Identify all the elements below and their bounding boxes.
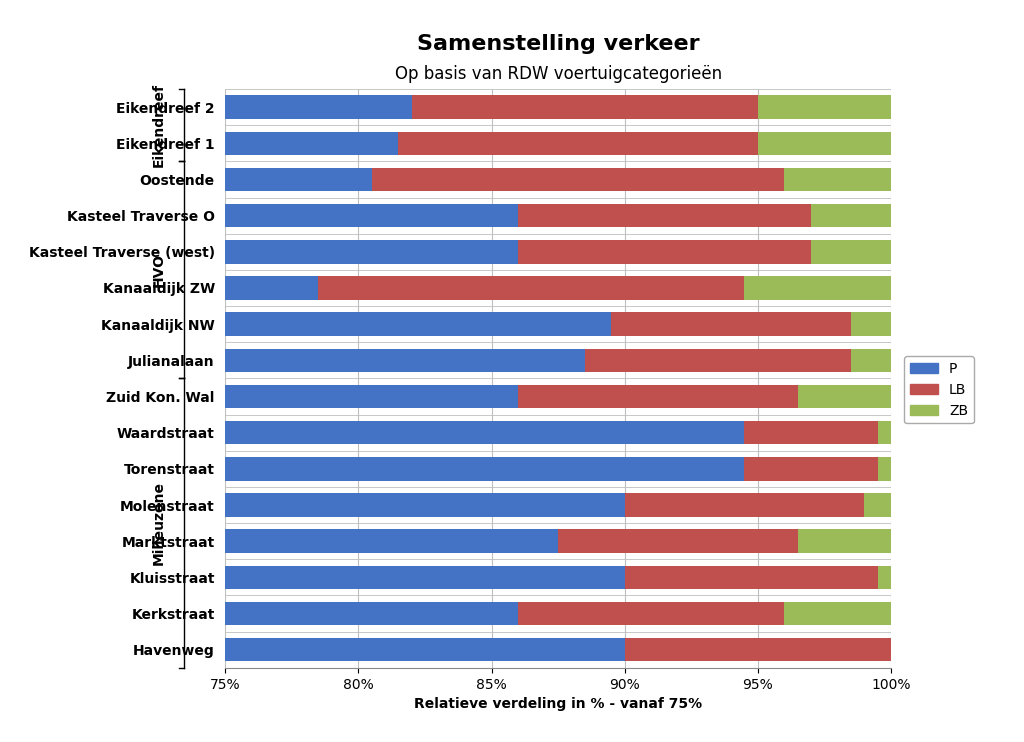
Bar xyxy=(625,493,864,516)
X-axis label: Relatieve verdeling in % - vanaf 75%: Relatieve verdeling in % - vanaf 75% xyxy=(414,697,702,711)
Bar xyxy=(225,638,625,661)
Bar xyxy=(412,96,758,119)
Bar xyxy=(798,385,891,408)
Bar xyxy=(225,565,625,589)
Bar xyxy=(611,312,851,336)
Text: Op basis van RDW voertuigcategorieën: Op basis van RDW voertuigcategorieën xyxy=(394,65,722,83)
Text: Samenstelling verkeer: Samenstelling verkeer xyxy=(417,34,699,54)
Bar xyxy=(878,565,891,589)
Bar xyxy=(398,131,758,155)
Bar xyxy=(851,312,891,336)
Bar xyxy=(225,530,558,553)
Text: Eikendreef: Eikendreef xyxy=(152,83,166,167)
Bar xyxy=(798,530,891,553)
Bar xyxy=(225,385,518,408)
Bar xyxy=(518,240,811,263)
Bar xyxy=(625,638,891,661)
Bar xyxy=(811,204,891,227)
Bar xyxy=(784,602,891,626)
Bar xyxy=(225,276,318,300)
Text: HVO: HVO xyxy=(152,253,166,287)
Bar xyxy=(225,312,611,336)
Bar xyxy=(864,493,891,516)
Bar xyxy=(518,602,784,626)
Bar xyxy=(585,349,851,372)
Bar xyxy=(225,457,744,481)
Bar xyxy=(811,240,891,263)
Text: Milieuzone: Milieuzone xyxy=(152,481,166,565)
Bar xyxy=(744,421,878,444)
Bar xyxy=(318,276,744,300)
Bar xyxy=(878,421,891,444)
Bar xyxy=(225,168,372,191)
Bar xyxy=(518,385,798,408)
Bar xyxy=(744,276,891,300)
Bar xyxy=(225,96,412,119)
Bar xyxy=(372,168,784,191)
Legend: P, LB, ZB: P, LB, ZB xyxy=(904,356,974,424)
Bar xyxy=(625,565,878,589)
Bar xyxy=(558,530,798,553)
Bar xyxy=(225,204,518,227)
Bar xyxy=(225,349,585,372)
Bar xyxy=(878,457,891,481)
Bar xyxy=(784,168,891,191)
Bar xyxy=(225,131,398,155)
Bar xyxy=(744,457,878,481)
Bar xyxy=(758,131,891,155)
Bar xyxy=(225,493,625,516)
Bar xyxy=(851,349,891,372)
Bar xyxy=(225,602,518,626)
Bar xyxy=(758,96,891,119)
Bar xyxy=(225,240,518,263)
Bar xyxy=(225,421,744,444)
Bar xyxy=(518,204,811,227)
